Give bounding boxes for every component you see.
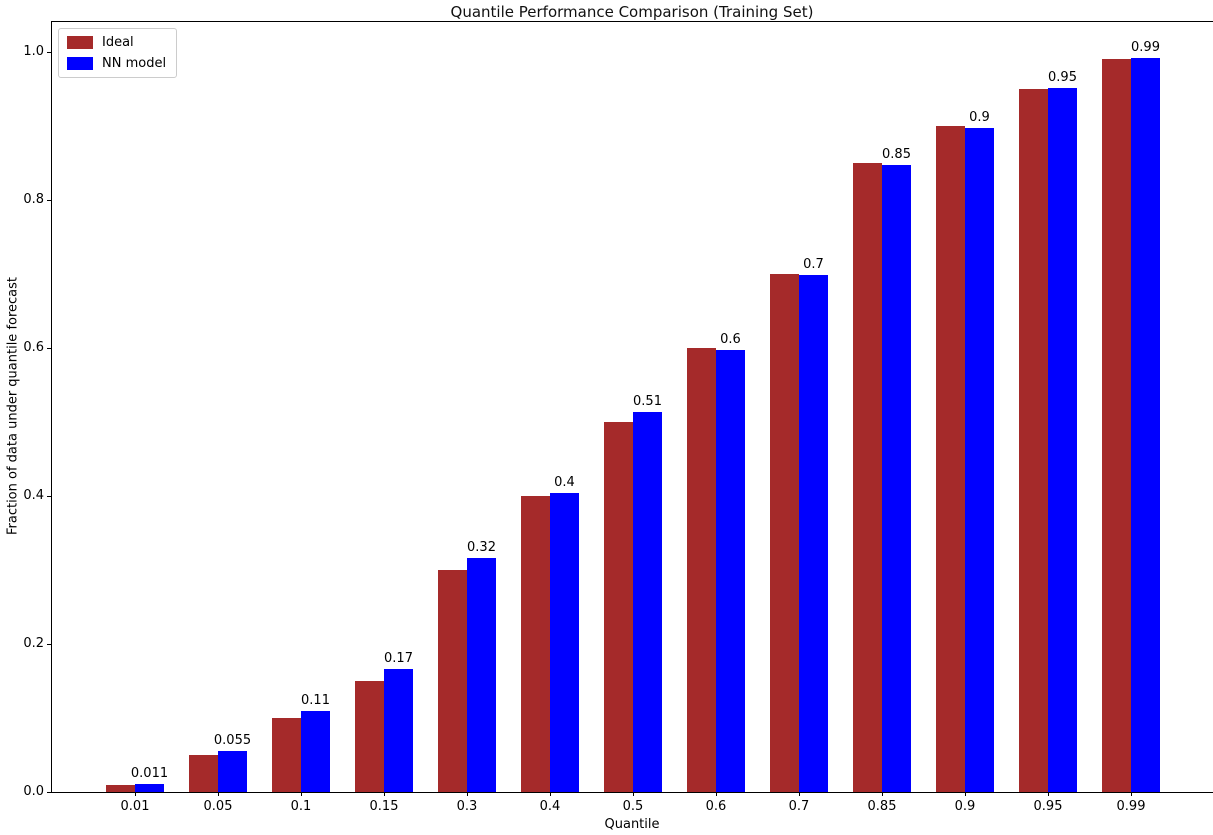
bar-nn-model-0.6 <box>716 350 745 792</box>
x-tick-0.01 <box>135 792 136 796</box>
bar-ideal-0.5 <box>604 422 633 792</box>
x-tick-0.4 <box>550 792 551 796</box>
y-tick-label-0.8: 0.8 <box>23 192 44 207</box>
y-tick-label-0.2: 0.2 <box>23 636 44 651</box>
bar-ideal-0.95 <box>1019 89 1048 792</box>
legend-swatch-nn-model-icon <box>67 57 93 70</box>
x-tick-label-0.7: 0.7 <box>788 799 810 814</box>
y-tick-label-1.0: 1.0 <box>23 44 44 59</box>
bar-value-label-0.85: 0.85 <box>882 147 911 162</box>
bar-ideal-0.99 <box>1102 59 1131 792</box>
chart-title: Quantile Performance Comparison (Trainin… <box>450 3 814 21</box>
y-tick-label-0.0: 0.0 <box>23 784 44 799</box>
bar-value-label-0.9: 0.9 <box>969 110 990 125</box>
y-tick-1.0 <box>47 52 52 53</box>
bar-nn-model-0.1 <box>301 711 330 792</box>
bar-nn-model-0.4 <box>550 493 579 792</box>
bar-nn-model-0.05 <box>218 751 247 792</box>
x-tick-0.3 <box>467 792 468 796</box>
x-tick-label-0.15: 0.15 <box>369 799 399 814</box>
y-tick-0.4 <box>47 496 52 497</box>
x-tick-label-0.95: 0.95 <box>1033 799 1063 814</box>
bar-value-label-0.3: 0.32 <box>467 540 496 555</box>
bar-ideal-0.05 <box>189 755 218 792</box>
y-tick-0.2 <box>47 644 52 645</box>
x-tick-label-0.5: 0.5 <box>622 799 644 814</box>
y-tick-0.6 <box>47 348 52 349</box>
x-tick-label-0.1: 0.1 <box>290 799 312 814</box>
bar-ideal-0.85 <box>853 163 882 792</box>
bar-ideal-0.3 <box>438 570 467 792</box>
x-tick-0.7 <box>799 792 800 796</box>
bar-ideal-0.01 <box>106 785 135 792</box>
bar-value-label-0.01: 0.011 <box>130 766 169 781</box>
x-tick-label-0.01: 0.01 <box>120 799 150 814</box>
bar-ideal-0.9 <box>936 126 965 792</box>
legend-label-nn-model: NN model <box>102 56 167 71</box>
bar-ideal-0.1 <box>272 718 301 792</box>
y-tick-0.0 <box>47 792 52 793</box>
bar-value-label-0.1: 0.11 <box>301 693 330 708</box>
bar-value-label-0.4: 0.4 <box>554 475 575 490</box>
x-tick-0.5 <box>633 792 634 796</box>
bar-nn-model-0.9 <box>965 128 994 792</box>
bar-ideal-0.7 <box>770 274 799 792</box>
x-tick-0.05 <box>218 792 219 796</box>
bar-value-label-0.6: 0.6 <box>720 332 741 347</box>
x-tick-label-0.85: 0.85 <box>867 799 897 814</box>
x-tick-0.9 <box>965 792 966 796</box>
bar-value-label-0.05: 0.055 <box>213 733 252 748</box>
bar-ideal-0.4 <box>521 496 550 792</box>
legend-label-ideal: Ideal <box>102 35 134 50</box>
legend-swatch-ideal-icon <box>67 36 93 49</box>
y-tick-label-0.4: 0.4 <box>23 488 44 503</box>
y-tick-label-0.6: 0.6 <box>23 340 44 355</box>
bar-nn-model-0.7 <box>799 275 828 792</box>
bar-nn-model-0.3 <box>467 558 496 792</box>
legend-item-ideal: Ideal <box>67 35 166 50</box>
legend-item-nn-model: NN model <box>67 56 166 71</box>
x-tick-label-0.99: 0.99 <box>1116 799 1146 814</box>
bar-ideal-0.15 <box>355 681 384 792</box>
bar-nn-model-0.99 <box>1131 58 1160 792</box>
x-tick-label-0.4: 0.4 <box>539 799 561 814</box>
bar-value-label-0.15: 0.17 <box>384 651 413 666</box>
plot-area: 0.011 0.01 0.055 0.05 0.11 0.1 0.17 0.15 0.32 0.3… <box>23 21 1213 814</box>
bar-value-label-0.99: 0.99 <box>1131 40 1160 55</box>
legend: Ideal NN model <box>58 28 178 78</box>
y-tick-0.8 <box>47 200 52 201</box>
bar-nn-model-0.01 <box>135 784 164 792</box>
x-tick-0.15 <box>384 792 385 796</box>
x-tick-0.6 <box>716 792 717 796</box>
bar-nn-model-0.85 <box>882 165 911 792</box>
bar-value-label-0.5: 0.51 <box>633 394 662 409</box>
x-tick-label-0.9: 0.9 <box>954 799 976 814</box>
x-tick-0.95 <box>1048 792 1049 796</box>
x-tick-0.1 <box>301 792 302 796</box>
x-tick-0.99 <box>1131 792 1132 796</box>
x-tick-label-0.05: 0.05 <box>203 799 233 814</box>
bar-nn-model-0.5 <box>633 412 662 792</box>
bar-nn-model-0.95 <box>1048 88 1077 792</box>
bar-value-label-0.95: 0.95 <box>1048 70 1077 85</box>
x-axis-label: Quantile <box>604 817 660 832</box>
x-tick-label-0.6: 0.6 <box>705 799 727 814</box>
bar-value-label-0.7: 0.7 <box>803 257 824 272</box>
bar-ideal-0.6 <box>687 348 716 792</box>
x-tick-label-0.3: 0.3 <box>456 799 478 814</box>
x-tick-0.85 <box>882 792 883 796</box>
bar-nn-model-0.15 <box>384 669 413 792</box>
